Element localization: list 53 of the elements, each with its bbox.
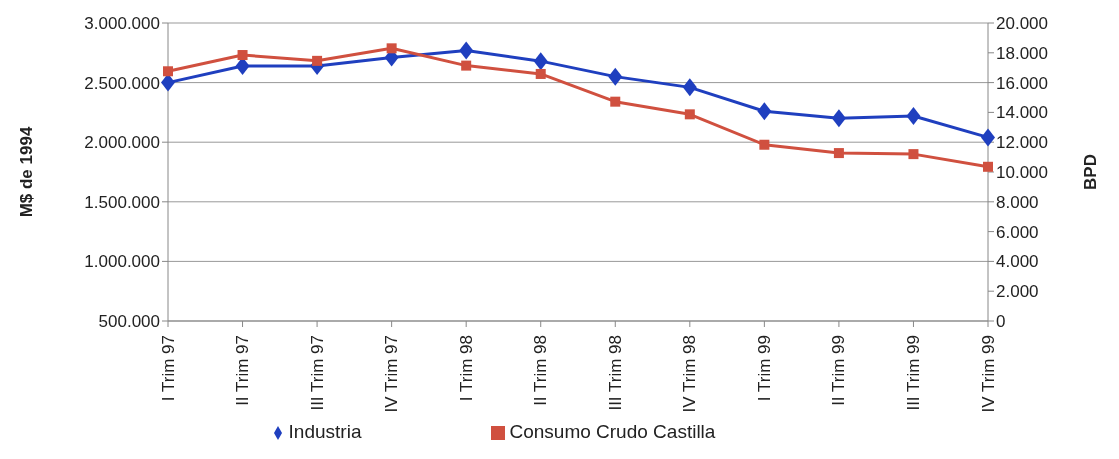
- x-tick-label: IV Trim 98: [680, 335, 700, 413]
- point: [908, 149, 919, 160]
- point: [386, 43, 397, 54]
- x-tick-label: I Trim 99: [754, 335, 774, 402]
- y2-axis-title: BPD: [1081, 154, 1101, 190]
- y-tick-label: 2.500.000: [84, 73, 160, 93]
- point: [757, 102, 772, 121]
- point: [608, 67, 623, 86]
- point: [461, 60, 472, 71]
- x-tick-label: I Trim 98: [456, 335, 476, 402]
- point: [459, 41, 474, 60]
- point: [983, 161, 993, 172]
- x-tick-label: II Trim 99: [829, 335, 849, 406]
- x-tick-label: III Trim 97: [307, 335, 327, 411]
- point: [831, 109, 846, 128]
- y-axis-title: M$ de 1994: [17, 126, 37, 218]
- x-tick-label: IV Trim 97: [382, 335, 402, 413]
- y-tick-label: 500.000: [98, 312, 160, 332]
- point: [610, 96, 621, 107]
- x-tick-label: III Trim 98: [605, 335, 625, 411]
- legend-label: Consumo Crudo Castilla: [509, 421, 716, 442]
- point: [237, 50, 248, 61]
- y2-tick-label: 2.000: [996, 282, 1039, 302]
- legend-label: Industria: [288, 421, 362, 442]
- y-tick-label: 3.000.000: [84, 14, 160, 34]
- point: [533, 52, 548, 71]
- y2-tick-label: 4.000: [996, 252, 1039, 272]
- point: [906, 106, 921, 125]
- y2-tick-label: 14.000: [996, 103, 1048, 123]
- x-tick-label: III Trim 99: [903, 335, 923, 411]
- point: [682, 78, 697, 97]
- y2-tick-label: 6.000: [996, 222, 1039, 242]
- y2-tick-label: 16.000: [996, 73, 1048, 93]
- y2-tick-label: 12.000: [996, 133, 1048, 153]
- y2-tick-label: 18.000: [996, 43, 1048, 63]
- y2-tick-label: 8.000: [996, 192, 1039, 212]
- point: [833, 148, 844, 159]
- y2-tick-label: 20.000: [996, 14, 1048, 34]
- y-tick-label: 2.000.000: [84, 133, 160, 153]
- y2-tick-label: 10.000: [996, 163, 1048, 183]
- x-tick-label: I Trim 97: [158, 335, 178, 402]
- point: [684, 109, 695, 120]
- point: [759, 139, 770, 150]
- x-tick-label: II Trim 97: [233, 335, 253, 406]
- point: [163, 66, 173, 77]
- y-tick-label: 1.000.000: [84, 252, 160, 272]
- x-tick-label: II Trim 98: [531, 335, 551, 406]
- y2-tick-label: 0: [996, 312, 1006, 332]
- point: [535, 68, 546, 79]
- x-tick-label: IV Trim 99: [978, 335, 998, 413]
- y-tick-label: 1.500.000: [84, 192, 160, 212]
- point: [312, 55, 323, 66]
- point: [981, 128, 995, 147]
